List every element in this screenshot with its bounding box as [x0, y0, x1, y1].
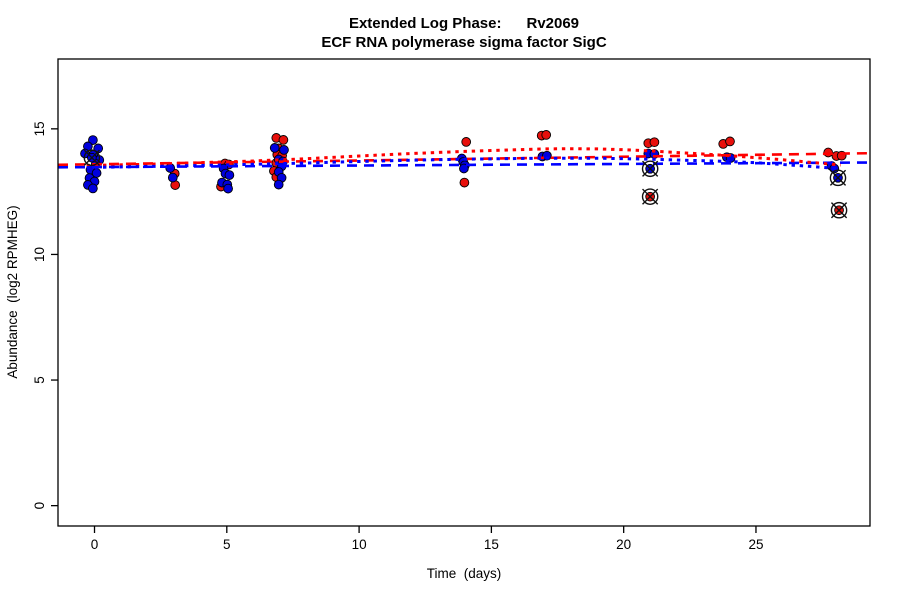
data-point-red [541, 130, 552, 140]
data-point-blue [542, 150, 552, 161]
data-point-red [278, 135, 289, 145]
fit-line-red-loess-dotted [86, 147, 841, 167]
outlier-cross-line [642, 188, 659, 205]
data-point-blue [279, 145, 289, 155]
chart-title: Extended Log Phase: Rv2069 [349, 15, 579, 32]
y-tick-label: 10 [32, 247, 47, 262]
x-tick-label: 5 [223, 537, 231, 552]
outlier-cross-line [83, 149, 100, 166]
x-tick-label: 15 [484, 537, 499, 552]
x-tick-label: 10 [352, 537, 367, 552]
fit-lines-layer [57, 147, 871, 171]
y-axis-title: Abundance (log2 RPMHEG) [5, 205, 20, 378]
outlier-cross-line [830, 202, 848, 219]
fit-line-blue-loess-dotted [86, 156, 841, 171]
outlier-circle [641, 188, 659, 205]
data-point-blue [459, 163, 469, 174]
data-point-blue [224, 170, 235, 180]
axes-layer: 0 5 10 15 20 25 0 5 10 15 [32, 121, 763, 552]
outlier-circle [829, 169, 847, 187]
data-point-blue [167, 172, 178, 183]
x-tick-label: 25 [748, 537, 763, 552]
outlier-marker-red [641, 188, 659, 205]
outlier-cross-line [829, 169, 847, 186]
outlier-circle [830, 201, 848, 219]
data-point-red [725, 136, 735, 147]
x-axis-title: Time (days) [427, 566, 502, 581]
y-tick-label: 0 [32, 502, 47, 510]
data-point-blue [88, 183, 98, 194]
y-tick-label: 15 [32, 121, 47, 136]
plot-area-frame [57, 58, 871, 527]
outlier-marker-blue [829, 169, 847, 187]
data-point-blue [223, 183, 233, 194]
data-point-blue [269, 143, 280, 153]
x-tick-label: 0 [91, 537, 99, 552]
outlier-marker-blue [83, 149, 101, 167]
outlier-marker-blue [641, 160, 659, 178]
chart-subtitle: ECF RNA polymerase sigma factor SigC [321, 34, 607, 51]
outlier-marker-red [830, 201, 848, 219]
data-point-blue [273, 179, 284, 190]
x-tick-label: 20 [616, 537, 631, 552]
data-point-red [461, 137, 472, 147]
data-point-red [459, 177, 470, 188]
outlier-markers-layer [83, 149, 848, 219]
data-point-blue [88, 135, 98, 145]
y-tick-label: 5 [32, 376, 47, 384]
outlier-cross-line [642, 160, 659, 177]
outlier-circle [83, 149, 101, 167]
data-point-red [649, 137, 660, 148]
outlier-circle [641, 160, 659, 178]
